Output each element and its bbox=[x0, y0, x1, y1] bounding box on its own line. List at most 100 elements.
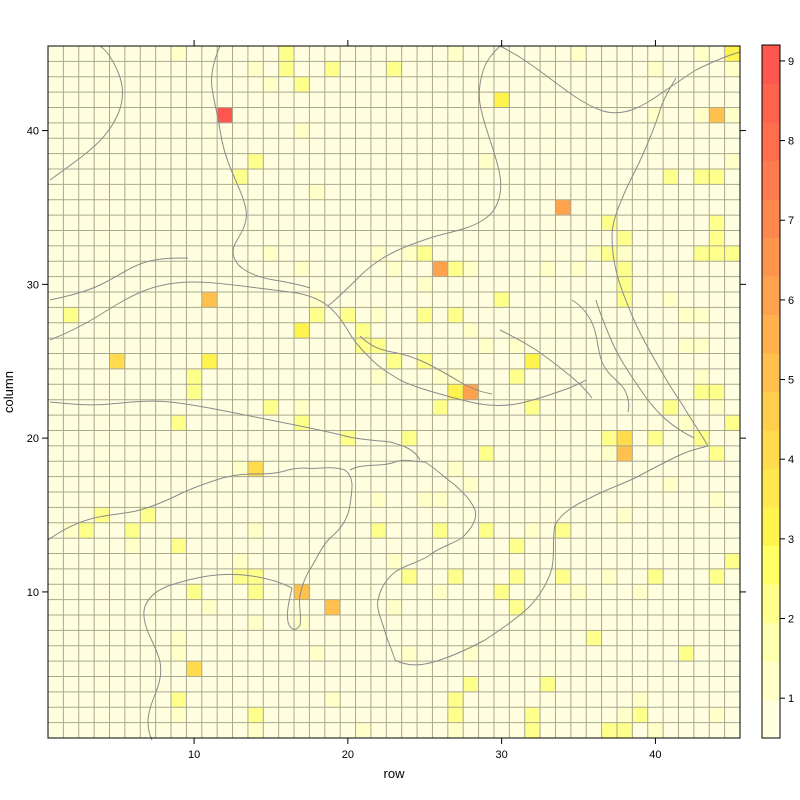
heatmap-cell bbox=[663, 476, 679, 492]
heatmap-cell bbox=[601, 430, 617, 446]
heatmap-cell bbox=[616, 261, 633, 277]
heatmap-cell bbox=[570, 261, 587, 277]
heatmap-cell bbox=[509, 338, 525, 354]
heatmap-cell bbox=[217, 107, 233, 123]
heatmap-cell bbox=[570, 46, 587, 62]
heatmap-cell bbox=[278, 46, 295, 62]
heatmap-cell bbox=[447, 384, 464, 400]
heatmap-cell bbox=[94, 507, 110, 523]
heatmap-cell bbox=[586, 245, 602, 262]
heatmap-cell bbox=[294, 122, 310, 139]
heatmap-cell bbox=[355, 322, 371, 339]
heatmap-cell bbox=[709, 384, 725, 400]
colorbar-tick-label: 6 bbox=[788, 295, 794, 307]
heatmap-cell bbox=[247, 61, 264, 77]
heatmap-cell bbox=[232, 568, 248, 585]
colorbar-segment bbox=[762, 545, 780, 585]
coastline-tokyo-bay bbox=[287, 467, 353, 630]
heatmap-cell bbox=[417, 307, 433, 323]
heatmap-cell bbox=[709, 230, 725, 246]
heatmap-cell bbox=[324, 691, 341, 708]
heatmap-cell bbox=[524, 399, 541, 416]
heatmap-cell bbox=[616, 430, 633, 446]
heatmap-cell bbox=[478, 153, 494, 170]
heatmap-cell bbox=[616, 507, 633, 523]
heatmap-cell bbox=[263, 76, 279, 93]
heatmap-cell bbox=[509, 538, 525, 554]
boundary-prefecture-a bbox=[49, 400, 421, 461]
heatmap-cell bbox=[432, 399, 448, 416]
heatmap-cell bbox=[555, 568, 571, 585]
heatmap-cell bbox=[370, 368, 387, 385]
heatmap-cell bbox=[647, 722, 664, 738]
heatmap-cell bbox=[709, 107, 725, 123]
heatmap-cell bbox=[693, 307, 710, 323]
plot-frame bbox=[47, 45, 741, 739]
heatmap-cell bbox=[171, 707, 187, 723]
heatmap-cell bbox=[278, 61, 295, 77]
x-axis-title: row bbox=[384, 766, 406, 781]
heatmap-cell bbox=[124, 538, 141, 554]
river-c bbox=[595, 299, 695, 439]
heatmap-cell bbox=[247, 722, 264, 738]
heatmap-cell bbox=[724, 46, 740, 62]
heatmap-cell bbox=[370, 307, 387, 323]
y-axis-title: column bbox=[1, 371, 16, 413]
heatmap-cell bbox=[171, 691, 187, 708]
heatmap-cell bbox=[478, 338, 494, 354]
heatmap-cell bbox=[678, 307, 694, 323]
heatmap-cell bbox=[340, 430, 356, 446]
colorbar-segment bbox=[762, 45, 780, 84]
heatmap-cell bbox=[555, 522, 571, 539]
heatmap-cell bbox=[294, 76, 310, 93]
colorbar-tick-label: 9 bbox=[788, 56, 794, 68]
y-tick-label: 20 bbox=[27, 433, 39, 445]
heatmap-cell bbox=[601, 568, 617, 585]
colorbar-frame bbox=[761, 44, 781, 739]
heatmap-cell bbox=[616, 276, 633, 293]
boundary-prefecture-g bbox=[49, 257, 189, 301]
heatmap-cell bbox=[678, 415, 694, 431]
colorbar-segment bbox=[762, 468, 780, 508]
colorbar-segment bbox=[762, 391, 780, 431]
heatmap-cell bbox=[724, 245, 740, 262]
colorbar-segment bbox=[762, 122, 780, 161]
heatmap-cell bbox=[201, 353, 218, 369]
heatmap-cell bbox=[432, 261, 448, 277]
map-boundaries bbox=[47, 45, 741, 741]
heatmap-cell bbox=[724, 415, 740, 431]
boundary-prefecture-e bbox=[211, 45, 311, 289]
grid-lines bbox=[47, 45, 741, 739]
heatmap-cell bbox=[309, 307, 325, 323]
heatmap-cell bbox=[417, 245, 433, 262]
colorbar-tick-label: 2 bbox=[788, 614, 794, 626]
heatmap-cell bbox=[309, 184, 325, 200]
colorbar-segment bbox=[762, 160, 780, 200]
colorbar-segment bbox=[762, 199, 780, 238]
coastline-east-upper bbox=[611, 77, 709, 447]
heatmap-cell bbox=[724, 61, 740, 77]
heatmap-cell bbox=[570, 584, 587, 600]
y-tick-label: 30 bbox=[27, 279, 39, 291]
y-tick-label: 10 bbox=[27, 587, 39, 599]
heatmap-cell bbox=[509, 368, 525, 385]
heatmap-cell bbox=[171, 46, 187, 62]
heatmap-cell bbox=[171, 415, 187, 431]
heatmap-cell bbox=[616, 230, 633, 246]
boundary-prefecture-f bbox=[499, 45, 741, 114]
heatmap-cell bbox=[171, 630, 187, 646]
lake-kasumigaura bbox=[571, 299, 630, 413]
colorbar-segment bbox=[762, 699, 780, 739]
heatmap-cell bbox=[463, 676, 479, 692]
heatmap-cell bbox=[693, 169, 710, 185]
x-tick-label: 20 bbox=[342, 749, 354, 761]
heatmap-cell bbox=[616, 292, 633, 308]
heatmap-cell bbox=[294, 399, 310, 416]
colorbar-segment bbox=[762, 622, 780, 662]
heatmap-cell bbox=[709, 245, 725, 262]
heatmap-cell bbox=[524, 522, 541, 539]
heatmap-cell bbox=[294, 261, 310, 277]
colorbar-segment bbox=[762, 661, 780, 700]
heatmap-cell bbox=[417, 491, 433, 508]
colorbar-segment bbox=[762, 584, 780, 623]
